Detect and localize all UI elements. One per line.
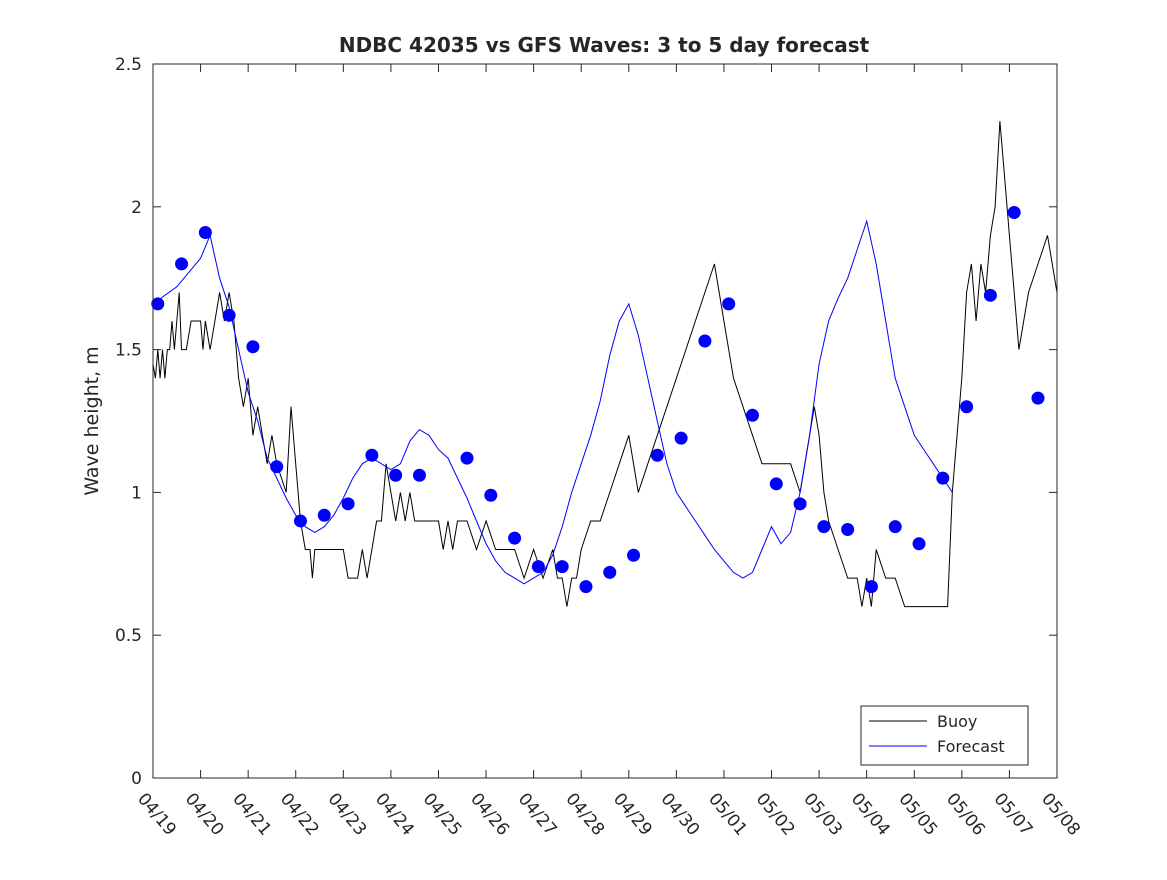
y-tick-label: 0 xyxy=(131,769,142,789)
forecast-marker-7 xyxy=(317,508,331,522)
x-tick-label: 05/04 xyxy=(847,789,894,839)
forecast-marker-35 xyxy=(1007,206,1021,220)
forecast-marker-15 xyxy=(531,560,545,574)
y-tick-label: 2.5 xyxy=(115,55,142,75)
x-tick-label: 04/20 xyxy=(181,789,228,839)
forecast-marker-32 xyxy=(936,471,950,485)
forecast-marker-5 xyxy=(270,460,284,474)
y-tick-label: 2 xyxy=(131,198,142,218)
x-tick-label: 04/25 xyxy=(419,789,466,839)
y-tick-label: 0.5 xyxy=(115,626,142,646)
forecast-marker-23 xyxy=(722,297,736,311)
chart-title: NDBC 42035 vs GFS Waves: 3 to 5 day fore… xyxy=(339,33,870,57)
x-tick-label: 04/19 xyxy=(133,789,180,839)
legend-buoy-label: Buoy xyxy=(937,712,977,731)
forecast-marker-26 xyxy=(793,497,807,511)
forecast-marker-3 xyxy=(222,308,236,322)
forecast-marker-11 xyxy=(412,468,426,482)
forecast-marker-4 xyxy=(246,340,260,354)
plot-area xyxy=(151,121,1058,608)
forecast-marker-19 xyxy=(627,548,641,562)
forecast-marker-1 xyxy=(175,257,189,271)
x-tick-label: 04/28 xyxy=(561,789,608,839)
forecast-line-1 xyxy=(152,219,953,585)
y-axis-label: Wave height, m xyxy=(81,346,103,495)
forecast-marker-31 xyxy=(912,537,926,551)
forecast-marker-27 xyxy=(817,520,831,534)
forecast-marker-21 xyxy=(674,431,688,445)
forecast-marker-13 xyxy=(484,488,498,502)
y-tick-label: 1 xyxy=(131,483,142,503)
forecast-marker-16 xyxy=(555,560,569,574)
x-tick-label: 05/03 xyxy=(799,789,846,839)
forecast-marker-20 xyxy=(650,448,664,462)
forecast-marker-33 xyxy=(960,400,974,414)
forecast-marker-6 xyxy=(293,514,307,528)
x-tick-label: 05/05 xyxy=(894,789,941,839)
x-tick-label: 04/29 xyxy=(609,789,656,839)
x-tick-label: 04/22 xyxy=(276,789,323,839)
forecast-marker-22 xyxy=(698,334,712,348)
x-tick-label: 04/30 xyxy=(657,789,704,839)
forecast-marker-14 xyxy=(508,531,522,545)
buoy-line-0 xyxy=(152,121,1058,608)
x-tick-label: 05/08 xyxy=(1037,789,1084,839)
forecast-marker-18 xyxy=(603,565,617,579)
forecast-marker-12 xyxy=(460,451,474,465)
x-tick-label: 04/27 xyxy=(514,789,561,839)
forecast-marker-2 xyxy=(198,226,212,240)
x-tick-label: 04/21 xyxy=(228,789,275,839)
forecast-marker-0 xyxy=(151,297,165,311)
axes-box xyxy=(152,63,1058,779)
forecast-marker-8 xyxy=(341,497,355,511)
forecast-marker-29 xyxy=(864,580,878,594)
forecast-marker-25 xyxy=(769,477,783,491)
x-tick-label: 05/02 xyxy=(752,789,799,839)
forecast-marker-34 xyxy=(983,288,997,302)
x-tick-label: 04/24 xyxy=(371,789,418,839)
x-tick-label: 05/01 xyxy=(704,789,751,839)
x-tick-label: 04/26 xyxy=(466,789,513,839)
x-tick-label: 05/06 xyxy=(942,789,989,839)
forecast-marker-9 xyxy=(365,448,379,462)
legend-forecast-label: Forecast xyxy=(937,737,1005,756)
forecast-marker-17 xyxy=(579,580,593,594)
forecast-marker-30 xyxy=(888,520,902,534)
forecast-marker-28 xyxy=(841,523,855,537)
forecast-marker-36 xyxy=(1031,391,1045,405)
x-tick-label: 04/23 xyxy=(323,789,370,839)
forecast-marker-10 xyxy=(389,468,403,482)
legend: Buoy Forecast xyxy=(860,705,1029,766)
x-tick-label: 05/07 xyxy=(990,789,1037,839)
forecast-marker-24 xyxy=(745,408,759,422)
legend-box xyxy=(860,705,1029,766)
y-tick-label: 1.5 xyxy=(115,341,142,361)
